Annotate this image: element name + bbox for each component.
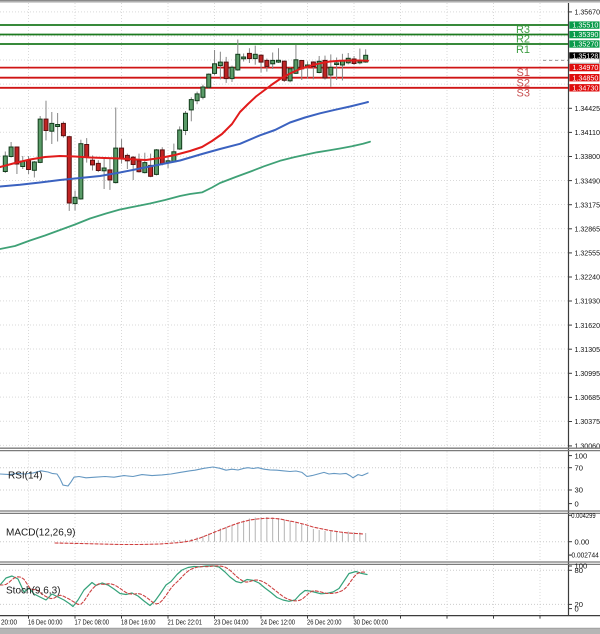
svg-text:R3: R3 <box>516 24 530 36</box>
svg-text:20:00: 20:00 <box>1 617 17 626</box>
svg-text:1.34850: 1.34850 <box>572 73 598 82</box>
svg-text:0: 0 <box>575 604 579 613</box>
svg-text:21 Dec 22:01: 21 Dec 22:01 <box>168 617 203 626</box>
svg-text:0.004299: 0.004299 <box>571 511 595 520</box>
svg-text:-0.002744: -0.002744 <box>569 551 599 560</box>
svg-text:S2: S2 <box>517 77 530 89</box>
svg-text:1.35510: 1.35510 <box>572 21 598 30</box>
svg-text:1.35670: 1.35670 <box>575 8 600 17</box>
svg-text:26 Dec 20:00: 26 Dec 20:00 <box>307 617 342 626</box>
svg-text:0.00: 0.00 <box>575 537 590 546</box>
svg-text:1.30375: 1.30375 <box>575 417 600 426</box>
svg-text:1.34110: 1.34110 <box>575 128 600 137</box>
svg-text:20: 20 <box>575 600 583 609</box>
svg-text:S1: S1 <box>517 67 530 79</box>
svg-text:1.33490: 1.33490 <box>575 176 600 185</box>
svg-text:1.35128: 1.35128 <box>572 52 598 61</box>
svg-text:MACD(12,26,9): MACD(12,26,9) <box>6 528 75 539</box>
svg-text:23 Dec 04:00: 23 Dec 04:00 <box>214 617 249 626</box>
svg-text:100: 100 <box>575 451 588 460</box>
svg-text:1.34730: 1.34730 <box>572 83 598 92</box>
svg-text:1.32240: 1.32240 <box>575 273 600 282</box>
svg-text:17 Dec 08:00: 17 Dec 08:00 <box>75 617 110 626</box>
svg-text:18 Dec 16:00: 18 Dec 16:00 <box>121 617 156 626</box>
svg-text:1.32555: 1.32555 <box>575 249 600 258</box>
svg-text:16 Dec 00:00: 16 Dec 00:00 <box>28 617 63 626</box>
svg-text:1.31620: 1.31620 <box>575 321 600 330</box>
svg-text:1.31305: 1.31305 <box>575 345 600 354</box>
svg-text:0: 0 <box>575 499 579 508</box>
svg-text:1.30685: 1.30685 <box>575 393 600 402</box>
svg-text:1.30060: 1.30060 <box>575 442 600 451</box>
svg-text:R2: R2 <box>516 34 530 46</box>
svg-text:1.31930: 1.31930 <box>575 297 600 306</box>
svg-text:S3: S3 <box>517 88 530 100</box>
svg-text:1.33800: 1.33800 <box>575 152 600 161</box>
svg-text:80: 80 <box>575 566 583 575</box>
svg-text:30: 30 <box>575 486 583 495</box>
svg-text:1.33175: 1.33175 <box>575 200 600 209</box>
svg-text:24 Dec 12:00: 24 Dec 12:00 <box>261 617 296 626</box>
svg-text:70: 70 <box>575 463 583 472</box>
svg-text:RSI(14): RSI(14) <box>8 471 42 482</box>
svg-text:1.34970: 1.34970 <box>572 63 598 72</box>
svg-text:1.35270: 1.35270 <box>572 40 598 49</box>
svg-text:30 Dec 00:00: 30 Dec 00:00 <box>354 617 389 626</box>
svg-text:1.32865: 1.32865 <box>575 225 600 234</box>
svg-text:Stoch(9,6,3): Stoch(9,6,3) <box>6 586 60 597</box>
svg-text:1.35390: 1.35390 <box>572 30 598 39</box>
svg-text:100: 100 <box>575 562 588 571</box>
svg-text:R1: R1 <box>516 44 530 56</box>
svg-text:1.30995: 1.30995 <box>575 369 600 378</box>
svg-text:1.34425: 1.34425 <box>575 104 600 113</box>
